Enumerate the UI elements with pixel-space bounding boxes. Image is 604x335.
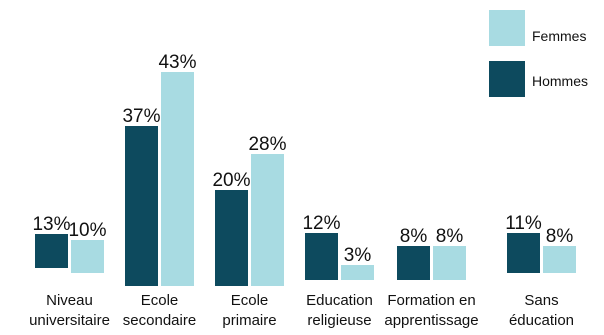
bar-hommes-ecole-secondaire [125,126,158,286]
bar-hommes-niveau-universitaire [35,234,68,268]
value-label-hommes-sans-education: 11% [505,213,542,234]
bar-hommes-ecole-primaire [215,190,248,286]
bar-femmes-education-religieuse [341,265,374,280]
category-label-formation-en-apprentissage: Formation en apprentissage [384,292,478,329]
value-label-femmes-formation-en-apprentissage: 8% [436,226,464,247]
bar-femmes-sans-education [543,246,576,273]
category-label-ecole-primaire: Ecole primaire [222,292,276,329]
legend: Femmes Hommes [489,10,588,97]
category-label-ecole-secondaire: Ecole secondaire [123,292,196,329]
value-label-hommes-ecole-primaire: 20% [212,170,250,191]
value-label-femmes-ecole-secondaire: 43% [158,52,196,73]
value-label-femmes-niveau-universitaire: 10% [68,220,106,241]
bar-femmes-ecole-primaire [251,154,284,286]
bar-hommes-formation-en-apprentissage [397,246,430,280]
value-label-femmes-education-religieuse: 3% [344,245,372,266]
category-label-niveau-universitaire: Niveau universitaire [29,292,110,329]
bars-group: 13%10%37%43%20%28%12%3%8% 8%11%8% [32,52,576,286]
bar-hommes-sans-education [507,233,540,273]
category-label-sans-education: Sans éducation [509,292,574,329]
value-label-hommes-education-religieuse: 12% [302,213,340,234]
bar-femmes-niveau-universitaire [71,240,104,273]
legend-swatch-hommes [489,61,525,97]
value-label-hommes-ecole-secondaire: 37% [122,106,160,127]
legend-label-femmes: Femmes [532,28,586,44]
value-label-hommes-formation-en-apprentissage: 8% [400,226,428,247]
value-label-hommes-niveau-universitaire: 13% [32,214,70,235]
bar-femmes-formation-en-apprentissage [433,246,466,280]
legend-swatch-femmes [489,10,525,46]
bar-femmes-ecole-secondaire [161,72,194,286]
category-labels: Niveau universitaire Ecole secondaire Ecole p… [29,292,574,329]
bar-hommes-education-religieuse [305,233,338,280]
legend-label-hommes: Hommes [532,73,588,89]
value-label-femmes-ecole-primaire: 28% [248,134,286,155]
category-label-education-religieuse: Education religieuse [306,292,373,329]
value-label-femmes-sans-education: 8% [546,226,574,247]
